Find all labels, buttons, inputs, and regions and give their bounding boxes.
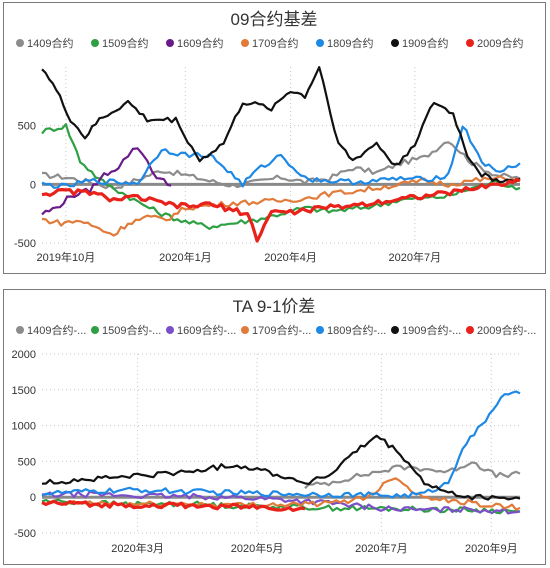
series-lines xyxy=(41,390,521,515)
legend-marker[interactable] xyxy=(466,39,474,47)
series-line[interactable] xyxy=(41,499,306,512)
legend-entry[interactable]: 1709合约-... xyxy=(252,323,311,337)
legend-entry[interactable]: 1509合约-... xyxy=(102,323,161,337)
legend-entry[interactable]: 1709合约 xyxy=(252,36,298,50)
legend-entry[interactable]: 1409合约 xyxy=(27,36,73,50)
legend-marker[interactable] xyxy=(316,326,324,334)
x-tick-label: 2019年10月 xyxy=(37,250,96,264)
y-axis: -500 0 500 xyxy=(14,121,36,250)
legend: 1409合约 1509合约 1609合约 1709合约 1809合约 1909合约 2009… xyxy=(16,36,523,50)
legend-entry[interactable]: 2009合约 xyxy=(477,36,523,50)
gridlines xyxy=(42,353,520,534)
x-tick-label: 2020年4月 xyxy=(264,250,317,264)
y-tick-label: 2000 xyxy=(12,349,36,361)
legend-marker[interactable] xyxy=(166,326,174,334)
legend-entry[interactable]: 1409合约-... xyxy=(27,323,86,337)
chart-panel-spread: TA 9-1价差 1409合约-... 1509合约-... 1609合约-... 1… xyxy=(3,289,546,565)
legend: 1409合约-... 1509合约-... 1609合约-... 1709合约-...… xyxy=(16,323,536,337)
x-tick-label: 2020年7月 xyxy=(389,250,442,264)
series-line[interactable] xyxy=(41,175,521,237)
legend-marker[interactable] xyxy=(391,326,399,334)
x-tick-label: 2020年7月 xyxy=(355,541,408,555)
x-tick-label: 2020年9月 xyxy=(465,541,518,555)
series-line[interactable] xyxy=(41,490,521,515)
series-line[interactable] xyxy=(41,66,521,184)
y-tick-label: 1000 xyxy=(12,421,36,433)
legend-entry[interactable]: 1609合约-... xyxy=(177,323,236,337)
series-lines xyxy=(41,66,521,243)
series-line[interactable] xyxy=(41,141,521,190)
legend-marker[interactable] xyxy=(16,39,24,47)
chart-title: TA 9-1价差 xyxy=(233,297,316,316)
basis-chart-svg: 09合约基差 1409合约 1509合约 1609合约 1709合约 1809合约 190… xyxy=(14,10,524,264)
y-tick-label: 1500 xyxy=(12,385,36,397)
series-line[interactable] xyxy=(41,123,521,230)
legend-entry[interactable]: 1509合约 xyxy=(102,36,148,50)
legend-entry[interactable]: 1809合约-... xyxy=(327,323,386,337)
legend-marker[interactable] xyxy=(241,39,249,47)
legend-marker[interactable] xyxy=(466,326,474,334)
legend-marker[interactable] xyxy=(91,326,99,334)
series-line[interactable] xyxy=(41,434,521,501)
x-axis: 2019年10月 2020年1月 2020年4月 2020年7月 xyxy=(37,250,442,264)
legend-marker[interactable] xyxy=(16,326,24,334)
legend-marker[interactable] xyxy=(91,39,99,47)
y-tick-label: 0 xyxy=(30,179,36,191)
y-axis: -500 0 500 1000 1500 2000 xyxy=(12,349,36,540)
legend-marker[interactable] xyxy=(166,39,174,47)
legend-entry[interactable]: 1909合约 xyxy=(402,36,448,50)
legend-entry[interactable]: 1909合约-... xyxy=(402,323,461,337)
series-line[interactable] xyxy=(304,461,521,489)
x-tick-label: 2020年3月 xyxy=(111,541,164,555)
y-tick-label: 500 xyxy=(18,456,36,468)
spread-chart-svg: TA 9-1价差 1409合约-... 1509合约-... 1609合约-... 1… xyxy=(12,297,537,555)
legend-entry[interactable]: 1809合约 xyxy=(327,36,373,50)
legend-marker[interactable] xyxy=(316,39,324,47)
x-axis: 2020年3月 2020年5月 2020年7月 2020年9月 xyxy=(111,541,517,555)
y-tick-label: -500 xyxy=(14,238,36,250)
legend-marker[interactable] xyxy=(391,39,399,47)
x-tick-label: 2020年5月 xyxy=(231,541,284,555)
legend-entry[interactable]: 1609合约 xyxy=(177,36,223,50)
y-tick-label: 500 xyxy=(18,121,36,133)
y-tick-label: 0 xyxy=(30,492,36,504)
legend-entry[interactable]: 2009合约-... xyxy=(477,323,536,337)
series-line[interactable] xyxy=(41,125,521,189)
x-tick-label: 2020年1月 xyxy=(159,250,212,264)
series-line[interactable] xyxy=(41,177,521,243)
y-tick-label: -500 xyxy=(14,528,36,540)
series-line[interactable] xyxy=(41,390,521,499)
chart-panel-basis: 09合约基差 1409合约 1509合约 1609合约 1709合约 1809合约 190… xyxy=(3,2,546,274)
legend-marker[interactable] xyxy=(241,326,249,334)
chart-title: 09合约基差 xyxy=(231,10,318,29)
